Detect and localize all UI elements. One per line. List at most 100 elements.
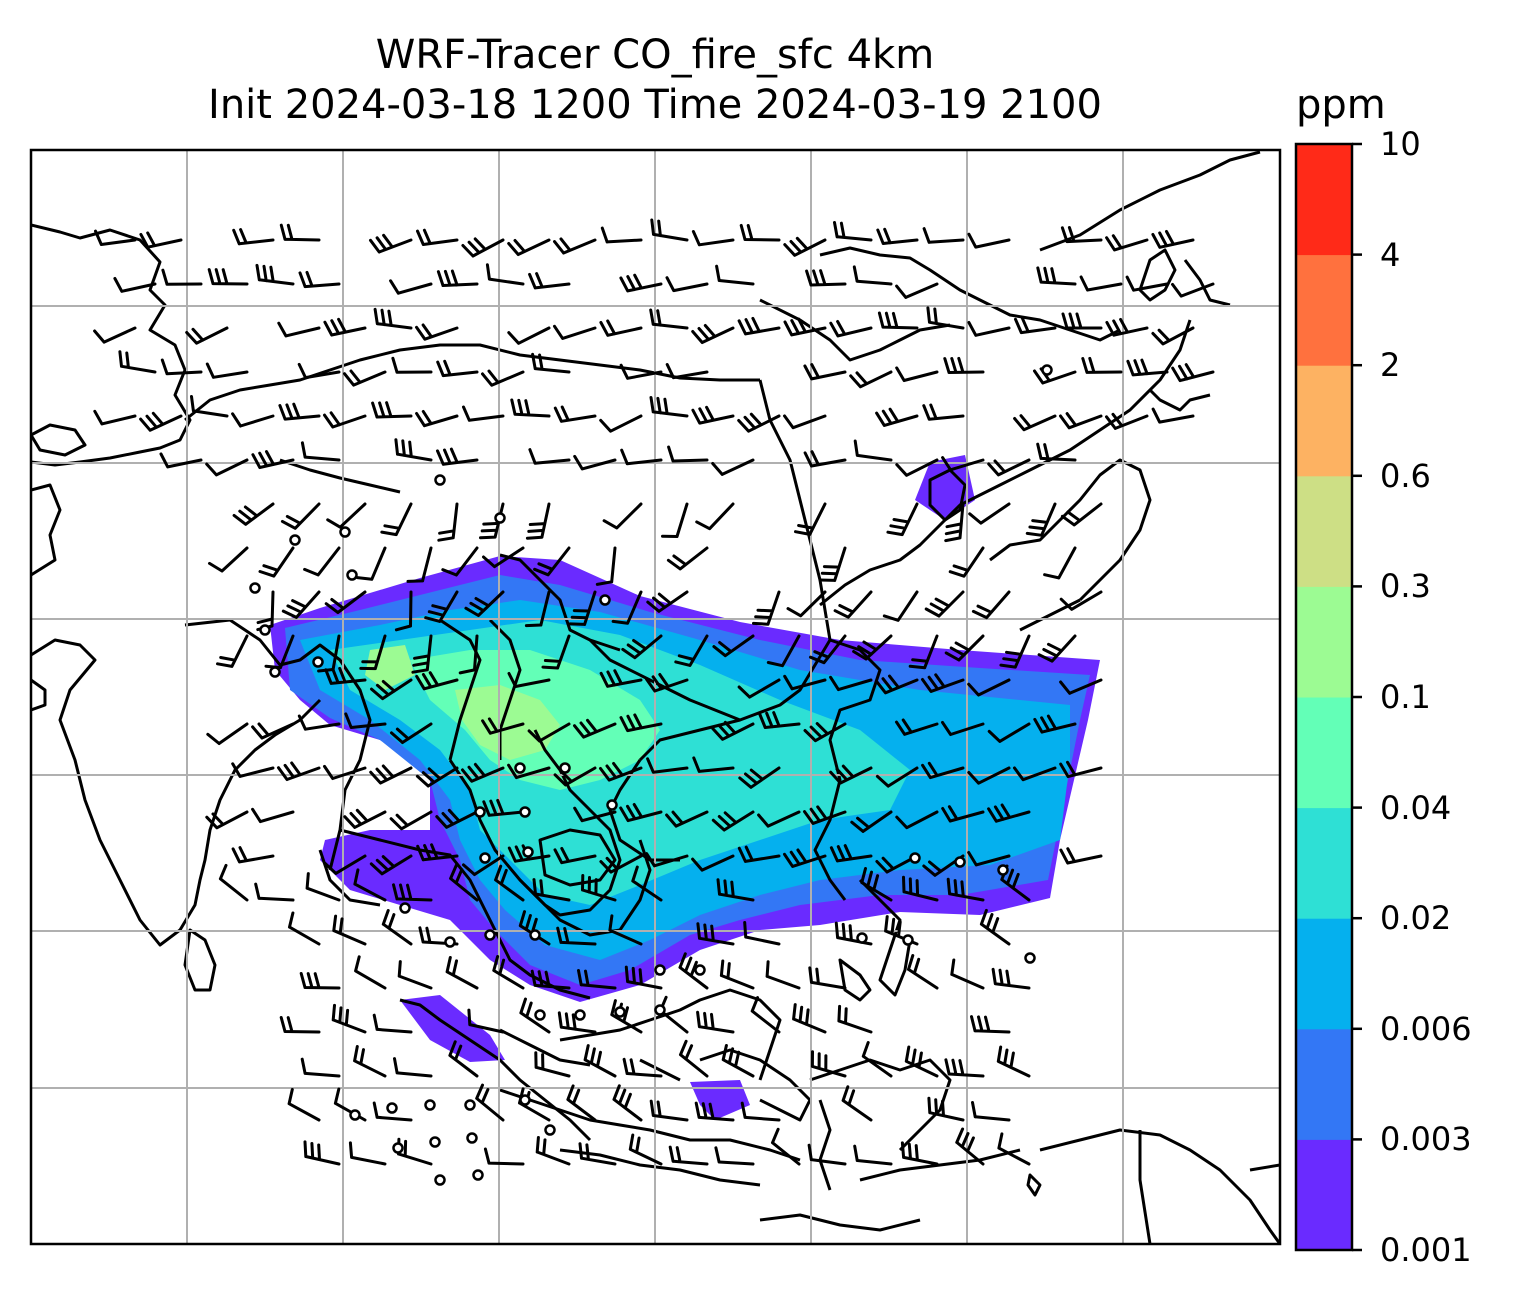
wind-barb [323, 764, 367, 780]
wind-barb [1126, 358, 1169, 377]
wind-barb [999, 634, 1031, 669]
wind-barb [483, 1147, 525, 1166]
wind-barb [1059, 590, 1103, 611]
wind-barb [254, 882, 295, 902]
wind-barb [783, 236, 827, 257]
wind-barb [803, 363, 847, 381]
wind-barb [445, 956, 479, 990]
wind-barb [475, 1083, 505, 1122]
wind-barb [416, 843, 459, 862]
wind-barb [674, 634, 709, 667]
calm-wind-circle [1041, 364, 1053, 376]
calm-wind-circle [289, 534, 301, 546]
wind-barb [852, 265, 893, 286]
wind-barb [1059, 760, 1103, 779]
wind-barb [967, 851, 1011, 867]
wind-barb [303, 1140, 341, 1166]
wind-barb [783, 317, 827, 337]
wind-barb [971, 590, 1011, 620]
wind-barb [437, 502, 459, 542]
wind-barb [794, 502, 827, 536]
calm-wind-circle [346, 569, 358, 581]
wind-barb [1036, 266, 1077, 286]
wind-barb [834, 921, 873, 946]
wind-barb [908, 634, 939, 670]
wind-barb [369, 764, 413, 785]
wind-barb [300, 1057, 341, 1078]
calm-wind-circle [654, 1004, 666, 1016]
calm-wind-circle [519, 806, 531, 818]
wind-barb [389, 279, 433, 295]
wind-barb [668, 1145, 709, 1166]
wind-barb [1079, 275, 1123, 292]
wind-barb [716, 878, 755, 902]
wind-barb [303, 546, 341, 577]
wind-barb [875, 766, 919, 788]
wind-barb [646, 590, 689, 613]
wind-barb [921, 673, 965, 693]
wind-barb [665, 363, 709, 380]
wind-barb [494, 864, 525, 902]
wind-barb [467, 1008, 505, 1034]
wind-barb [895, 810, 939, 830]
wind-barb [599, 854, 643, 874]
wind-barb [622, 1057, 663, 1078]
wind-barb [161, 268, 203, 286]
wind-barb [411, 634, 433, 674]
wind-barb [553, 846, 597, 865]
calm-wind-circle [954, 856, 966, 868]
wind-barb [833, 221, 873, 242]
wind-barb [519, 997, 551, 1034]
wind-barb [525, 502, 551, 540]
colorbar-segment [1296, 807, 1352, 919]
wind-barb [739, 223, 781, 242]
colorbar-segment [1296, 1028, 1352, 1140]
wind-barb [841, 1085, 873, 1122]
wind-barb [696, 922, 735, 946]
wind-barb [1171, 282, 1215, 298]
wind-barb [566, 1084, 597, 1122]
wind-barb [950, 958, 985, 990]
wind-barb [461, 762, 505, 783]
calm-wind-circle [259, 624, 271, 636]
wind-barb [205, 810, 249, 830]
wind-barb [803, 805, 847, 825]
wind-barb [750, 996, 781, 1034]
wind-barb [557, 1011, 597, 1034]
wind-barb [581, 874, 617, 902]
wind-barb [944, 502, 965, 543]
wind-barb [535, 1136, 571, 1166]
wind-barb [895, 282, 939, 299]
wind-barb [619, 713, 663, 733]
wind-barb [941, 720, 985, 736]
wind-barb [737, 412, 781, 433]
wind-barb [691, 854, 735, 872]
wind-barb [524, 590, 551, 628]
wind-barb [711, 720, 755, 741]
wind-barb [573, 454, 617, 471]
colorbar-tick-label: 0.001 [1380, 1231, 1472, 1269]
wind-barb [343, 808, 387, 829]
wind-barb [967, 678, 1011, 697]
calm-wind-circle [529, 929, 541, 941]
wind-barb [599, 669, 643, 688]
wind-barb [344, 712, 387, 729]
wind-barb [323, 854, 367, 875]
wind-barb [884, 915, 919, 946]
wind-barb [829, 844, 873, 863]
wind-barb [481, 369, 525, 387]
wind-barb [600, 226, 643, 244]
wind-barb [527, 722, 571, 743]
wind-barb [991, 967, 1031, 990]
wind-barb [507, 672, 551, 688]
calm-wind-circle [519, 1094, 531, 1106]
map-frame [29, 148, 1282, 1246]
wind-barb [1060, 226, 1103, 244]
wind-barb [895, 366, 939, 382]
wind-barb [661, 502, 689, 538]
colorbar-tick-label: 0.6 [1380, 456, 1431, 495]
wind-barb [380, 502, 413, 537]
wind-barb [278, 402, 321, 421]
wind-barb [343, 369, 387, 387]
colorbar-tick-label: 0.02 [1380, 899, 1452, 938]
